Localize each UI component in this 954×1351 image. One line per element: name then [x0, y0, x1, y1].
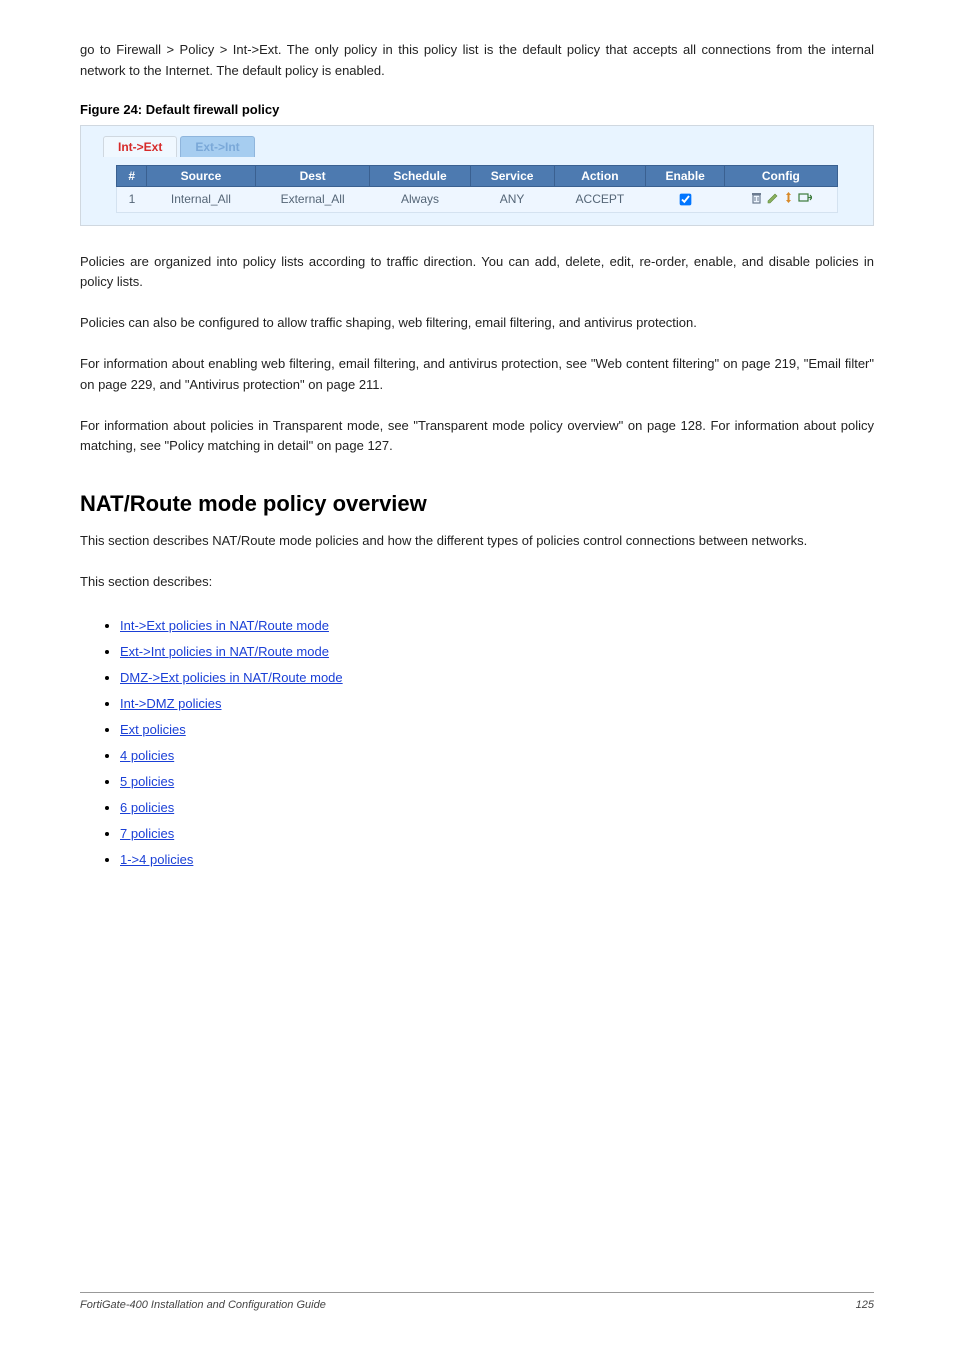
- link-ext[interactable]: Ext policies: [120, 722, 186, 737]
- col-action: Action: [554, 165, 646, 186]
- col-enable: Enable: [646, 165, 725, 186]
- list-item: Ext->Int policies in NAT/Route mode: [120, 639, 874, 665]
- col-num: #: [117, 165, 147, 186]
- figure-label: Figure 24: Default firewall policy: [80, 102, 874, 117]
- intro-paragraph: go to Firewall > Policy > Int->Ext. The …: [80, 40, 874, 82]
- col-service: Service: [470, 165, 554, 186]
- link-6[interactable]: 6 policies: [120, 800, 174, 815]
- list-item: 4 policies: [120, 743, 874, 769]
- list-item: 5 policies: [120, 769, 874, 795]
- para-section-intro: This section describes NAT/Route mode po…: [80, 531, 874, 552]
- cell-dest: External_All: [255, 186, 370, 212]
- link-ext-int[interactable]: Ext->Int policies in NAT/Route mode: [120, 644, 329, 659]
- para-describes: This section describes:: [80, 572, 874, 593]
- list-item: 1->4 policies: [120, 847, 874, 873]
- list-item: 7 policies: [120, 821, 874, 847]
- para-transparent-info: For information about policies in Transp…: [80, 416, 874, 458]
- list-item: Int->Ext policies in NAT/Route mode: [120, 613, 874, 639]
- insert-icon[interactable]: [798, 191, 812, 205]
- link-dmz-ext[interactable]: DMZ->Ext policies in NAT/Route mode: [120, 670, 343, 685]
- cell-num: 1: [117, 186, 147, 212]
- list-item: Ext policies: [120, 717, 874, 743]
- tab-row: Int->Ext Ext->Int: [85, 130, 869, 157]
- link-7[interactable]: 7 policies: [120, 826, 174, 841]
- move-icon[interactable]: [782, 191, 796, 205]
- list-item: 6 policies: [120, 795, 874, 821]
- cell-source: Internal_All: [147, 186, 256, 212]
- cell-config: [725, 186, 837, 212]
- col-schedule: Schedule: [370, 165, 470, 186]
- col-source: Source: [147, 165, 256, 186]
- cell-action: ACCEPT: [554, 186, 646, 212]
- para-organization: Policies are organized into policy lists…: [80, 252, 874, 294]
- edit-icon[interactable]: [766, 191, 780, 205]
- link-int-ext[interactable]: Int->Ext policies in NAT/Route mode: [120, 618, 329, 633]
- link-5[interactable]: 5 policies: [120, 774, 174, 789]
- link-list: Int->Ext policies in NAT/Route mode Ext-…: [120, 613, 874, 873]
- table-row: 1 Internal_All External_All Always ANY A…: [117, 186, 837, 212]
- cell-service: ANY: [470, 186, 554, 212]
- list-item: Int->DMZ policies: [120, 691, 874, 717]
- link-int-dmz[interactable]: Int->DMZ policies: [120, 696, 222, 711]
- tab-int-ext[interactable]: Int->Ext: [103, 136, 177, 157]
- para-shaping: Policies can also be configured to allow…: [80, 313, 874, 334]
- figure-container: Int->Ext Ext->Int # Source Dest Schedule…: [80, 125, 874, 226]
- enable-checkbox[interactable]: [680, 193, 692, 205]
- col-dest: Dest: [255, 165, 370, 186]
- list-item: DMZ->Ext policies in NAT/Route mode: [120, 665, 874, 691]
- footer-left: FortiGate-400 Installation and Configura…: [80, 1299, 326, 1311]
- cell-enable: [646, 186, 725, 212]
- policy-table: # Source Dest Schedule Service Action En…: [116, 165, 837, 213]
- cell-schedule: Always: [370, 186, 470, 212]
- footer-right: 125: [856, 1299, 874, 1311]
- link-4[interactable]: 4 policies: [120, 748, 174, 763]
- trash-icon[interactable]: [750, 191, 764, 205]
- section-heading: NAT/Route mode policy overview: [80, 491, 874, 517]
- col-config: Config: [725, 165, 837, 186]
- para-filtering-info: For information about enabling web filte…: [80, 354, 874, 396]
- page-footer: FortiGate-400 Installation and Configura…: [80, 1292, 874, 1311]
- link-1-4[interactable]: 1->4 policies: [120, 852, 193, 867]
- tab-ext-int[interactable]: Ext->Int: [180, 136, 254, 157]
